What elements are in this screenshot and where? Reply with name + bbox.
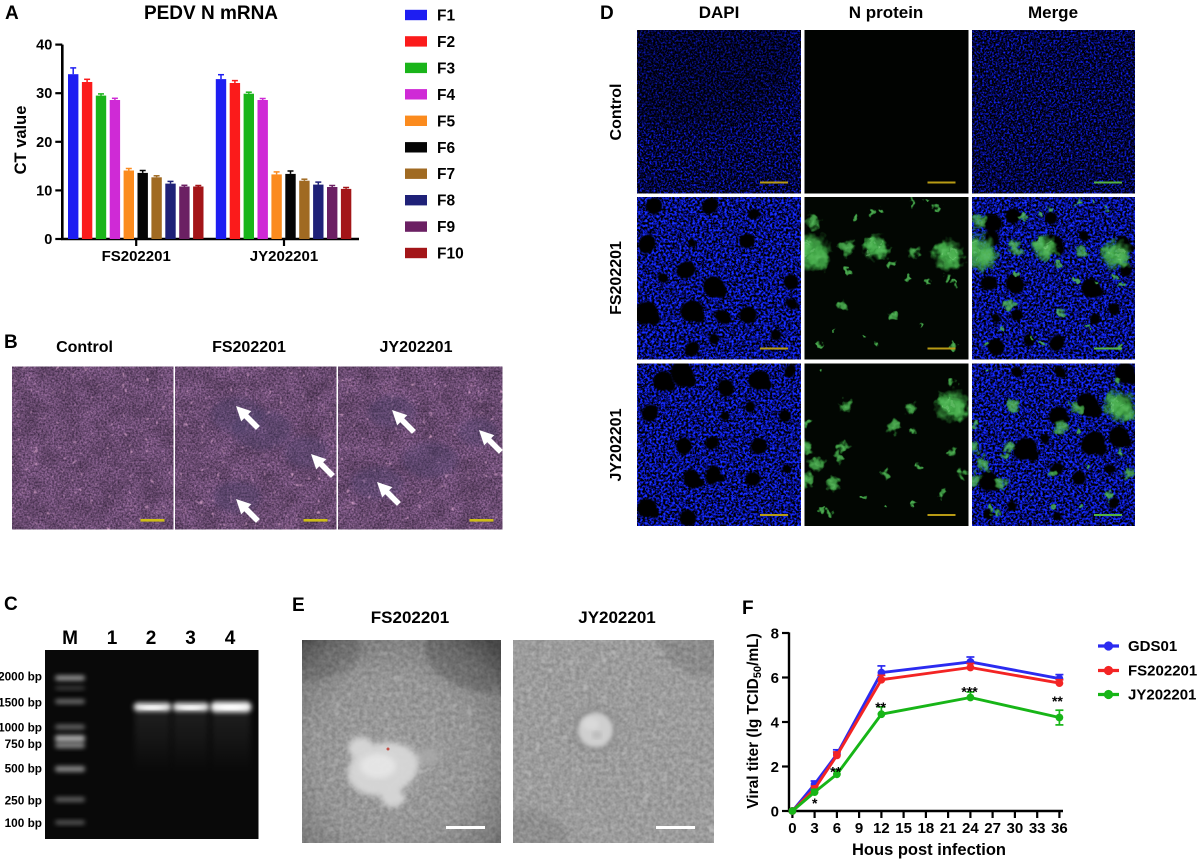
- svg-text:24: 24: [962, 820, 979, 837]
- svg-text:500 bp: 500 bp: [5, 762, 42, 776]
- svg-text:100 bp: 100 bp: [5, 816, 42, 830]
- svg-text:Control: Control: [56, 339, 113, 356]
- svg-text:30: 30: [36, 86, 52, 102]
- svg-text:Viral titer (lg TCID50/mL): Viral titer (lg TCID50/mL): [745, 633, 764, 809]
- svg-text:FS202201: FS202201: [212, 339, 286, 356]
- svg-text:**: **: [1052, 693, 1063, 709]
- svg-text:FS202201: FS202201: [1128, 663, 1197, 680]
- svg-text:1500 bp: 1500 bp: [0, 695, 42, 709]
- svg-text:40: 40: [36, 38, 52, 54]
- svg-text:750 bp: 750 bp: [5, 737, 42, 751]
- svg-text:FS202201: FS202201: [102, 248, 171, 265]
- svg-text:2000 bp: 2000 bp: [0, 669, 42, 683]
- svg-text:**: **: [830, 764, 841, 780]
- svg-text:JY202201: JY202201: [380, 339, 453, 356]
- svg-text:9: 9: [855, 820, 863, 837]
- svg-text:1000 bp: 1000 bp: [0, 721, 42, 735]
- svg-text:15: 15: [895, 820, 912, 837]
- svg-text:6: 6: [833, 820, 841, 837]
- svg-text:36: 36: [1051, 820, 1068, 837]
- svg-text:10: 10: [36, 183, 52, 199]
- svg-text:F: F: [742, 598, 754, 619]
- svg-text:JY202201: JY202201: [578, 608, 656, 627]
- svg-text:250 bp: 250 bp: [5, 793, 42, 807]
- svg-text:0: 0: [788, 820, 796, 837]
- svg-text:Control: Control: [608, 84, 625, 141]
- svg-text:F10: F10: [437, 246, 464, 263]
- svg-text:F7: F7: [437, 166, 455, 183]
- svg-text:3: 3: [810, 820, 818, 837]
- svg-text:18: 18: [918, 820, 935, 837]
- svg-text:3: 3: [185, 628, 196, 649]
- svg-text:4: 4: [771, 715, 780, 732]
- svg-text:E: E: [292, 595, 305, 616]
- svg-text:0: 0: [771, 804, 779, 821]
- svg-text:*: *: [812, 795, 818, 811]
- svg-text:1: 1: [107, 628, 118, 649]
- svg-text:Hous post infection: Hous post infection: [852, 841, 1006, 859]
- svg-text:F4: F4: [437, 87, 455, 104]
- svg-text:M: M: [62, 628, 78, 649]
- svg-text:B: B: [4, 332, 18, 353]
- svg-text:F6: F6: [437, 140, 455, 157]
- svg-text:27: 27: [984, 820, 1001, 837]
- svg-text:0: 0: [44, 232, 52, 248]
- svg-text:F9: F9: [437, 219, 455, 236]
- svg-text:F8: F8: [437, 193, 455, 210]
- svg-text:6: 6: [771, 670, 779, 687]
- svg-text:DAPI: DAPI: [699, 3, 740, 22]
- svg-text:F5: F5: [437, 113, 455, 130]
- svg-text:***: ***: [961, 684, 978, 700]
- svg-text:JY202201: JY202201: [608, 408, 625, 481]
- svg-text:A: A: [5, 3, 19, 24]
- svg-text:D: D: [600, 3, 614, 24]
- svg-text:2: 2: [771, 759, 779, 776]
- svg-text:PEDV N mRNA: PEDV N mRNA: [144, 3, 278, 24]
- svg-text:GDS01: GDS01: [1128, 638, 1177, 655]
- svg-text:C: C: [4, 594, 18, 615]
- svg-text:JY202201: JY202201: [250, 248, 318, 265]
- svg-text:2: 2: [146, 628, 157, 649]
- svg-text:FS202201: FS202201: [371, 608, 449, 627]
- svg-text:JY202201: JY202201: [1128, 687, 1196, 704]
- svg-text:12: 12: [873, 820, 890, 837]
- svg-text:21: 21: [940, 820, 957, 837]
- svg-text:8: 8: [771, 626, 779, 643]
- svg-text:F3: F3: [437, 60, 455, 77]
- svg-text:F2: F2: [437, 34, 455, 51]
- svg-text:4: 4: [225, 628, 236, 649]
- svg-text:**: **: [875, 699, 886, 715]
- svg-text:Merge: Merge: [1028, 3, 1078, 22]
- svg-text:N protein: N protein: [849, 3, 924, 22]
- svg-text:20: 20: [36, 135, 52, 151]
- svg-text:30: 30: [1007, 820, 1024, 837]
- svg-text:FS202201: FS202201: [608, 241, 625, 315]
- svg-text:F1: F1: [437, 8, 455, 25]
- svg-text:33: 33: [1029, 820, 1046, 837]
- svg-text:CT value: CT value: [12, 106, 30, 175]
